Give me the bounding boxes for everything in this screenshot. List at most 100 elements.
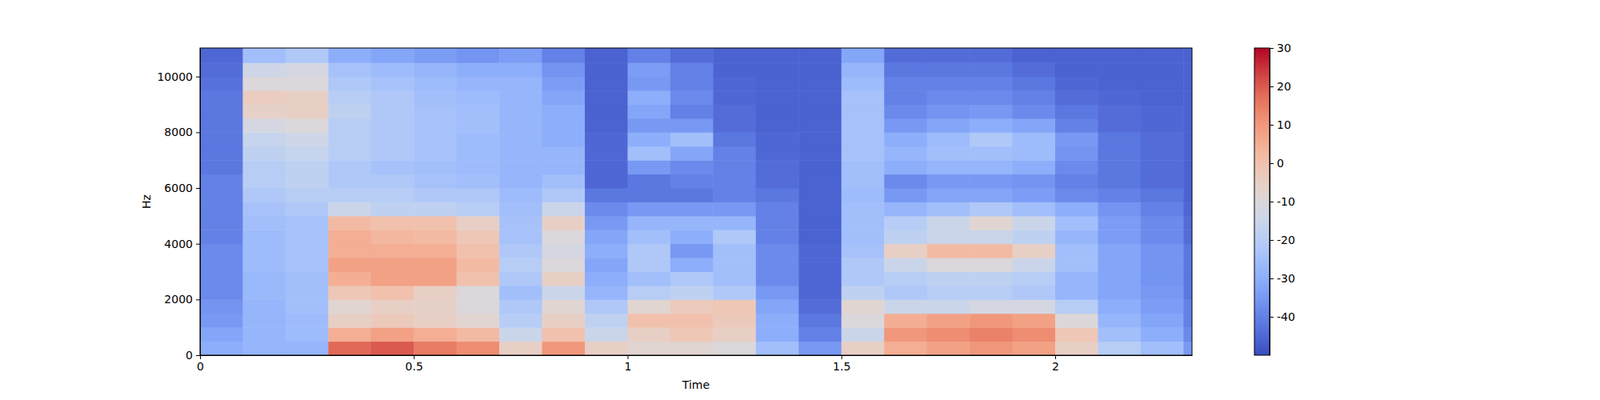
heatmap-cell <box>627 341 671 356</box>
heatmap-cell <box>670 313 714 328</box>
heatmap-cell <box>627 160 671 175</box>
heatmap-cell <box>841 216 885 231</box>
heatmap-cell <box>328 118 372 133</box>
heatmap-cell <box>285 160 329 175</box>
heatmap-cell <box>542 313 586 328</box>
heatmap-cell <box>627 62 671 77</box>
heatmap-cell <box>1012 313 1056 328</box>
heatmap-cell <box>584 257 628 272</box>
tick-label: 10000 <box>156 70 193 84</box>
heatmap-cell <box>1012 188 1056 203</box>
heatmap-cell <box>798 90 842 105</box>
heatmap-cell <box>285 201 329 216</box>
tick-mark <box>413 355 415 360</box>
heatmap-cell <box>456 216 500 231</box>
heatmap-cell <box>413 313 457 328</box>
heatmap-cell <box>670 62 714 77</box>
heatmap-cell <box>841 132 885 147</box>
heatmap-cell <box>756 313 800 328</box>
heatmap-cell <box>712 118 756 133</box>
heatmap-cell <box>242 62 286 77</box>
heatmap-cell <box>1097 229 1141 244</box>
tick-mark <box>200 355 201 360</box>
heatmap-cell <box>1055 76 1099 92</box>
tick: -40 <box>1269 310 1296 324</box>
heatmap-cell <box>969 48 1013 64</box>
tick-mark <box>1269 163 1274 164</box>
heatmap-cell <box>969 216 1013 231</box>
heatmap-cell <box>670 90 714 105</box>
heatmap-cell <box>1097 146 1141 161</box>
heatmap-cell <box>285 313 329 328</box>
heatmap-cell <box>371 327 415 342</box>
heatmap-cell <box>200 244 244 259</box>
heatmap-cell <box>200 201 244 216</box>
heatmap-cell <box>456 118 500 133</box>
heatmap-cell <box>841 76 885 92</box>
heatmap-cell <box>285 132 329 147</box>
heatmap-cell <box>499 174 543 189</box>
heatmap-cell <box>1183 90 1192 105</box>
heatmap-cell <box>969 160 1013 175</box>
heatmap-cell <box>371 285 415 300</box>
heatmap-cell <box>798 327 842 342</box>
heatmap-cell <box>712 201 756 216</box>
heatmap-cell <box>670 76 714 92</box>
heatmap-cell <box>712 216 756 231</box>
heatmap-cell <box>1012 285 1056 300</box>
heatmap-cell <box>285 299 329 314</box>
tick: 0 <box>196 355 204 373</box>
heatmap-cell <box>670 146 714 161</box>
heatmap-cell <box>670 201 714 216</box>
heatmap-cell <box>1183 76 1192 92</box>
heatmap-cell <box>285 76 329 92</box>
heatmap-cell <box>499 48 543 64</box>
heatmap-cell <box>328 146 372 161</box>
heatmap-cell <box>1183 341 1192 356</box>
heatmap-cell <box>584 146 628 161</box>
heatmap-cell <box>1012 118 1056 133</box>
heatmap-cell <box>927 132 971 147</box>
heatmap-cell <box>285 244 329 259</box>
heatmap-cell <box>969 132 1013 147</box>
heatmap-cell <box>841 229 885 244</box>
heatmap-cell <box>798 188 842 203</box>
heatmap-cell <box>712 285 756 300</box>
heatmap-cell <box>756 118 800 133</box>
heatmap-cell <box>1097 104 1141 120</box>
tick: -10 <box>1269 195 1296 208</box>
heatmap-cell <box>969 341 1013 356</box>
heatmap-cell <box>1140 132 1184 147</box>
heatmap-cell <box>1140 299 1184 314</box>
heatmap-cell <box>584 285 628 300</box>
heatmap-cell <box>756 90 800 105</box>
heatmap-cell <box>371 244 415 259</box>
heatmap-cell <box>756 174 800 189</box>
heatmap-cell <box>841 201 885 216</box>
heatmap-cell <box>798 76 842 92</box>
heatmap-cell <box>927 341 971 356</box>
tick-mark <box>196 132 200 133</box>
heatmap-cell <box>884 90 928 105</box>
heatmap-cell <box>756 216 800 231</box>
heatmap-cell <box>1140 272 1184 287</box>
heatmap-cell <box>670 48 714 64</box>
heatmap-cell <box>927 62 971 77</box>
heatmap-cell <box>456 76 500 92</box>
heatmap-cell <box>285 229 329 244</box>
heatmap-cell <box>798 174 842 189</box>
tick-mark <box>1269 86 1274 88</box>
heatmap-cell <box>456 313 500 328</box>
heatmap-cell <box>1012 272 1056 287</box>
heatmap-cell <box>627 174 671 189</box>
heatmap-cell <box>927 188 971 203</box>
heatmap-cell <box>328 299 372 314</box>
heatmap-cell <box>1183 118 1192 133</box>
heatmap-cell <box>712 146 756 161</box>
tick: -30 <box>1269 272 1296 285</box>
heatmap-cell <box>712 174 756 189</box>
tick-label: -10 <box>1276 195 1296 208</box>
heatmap-cell <box>413 118 457 133</box>
heatmap-cell <box>969 62 1013 77</box>
heatmap-cell <box>1097 160 1141 175</box>
